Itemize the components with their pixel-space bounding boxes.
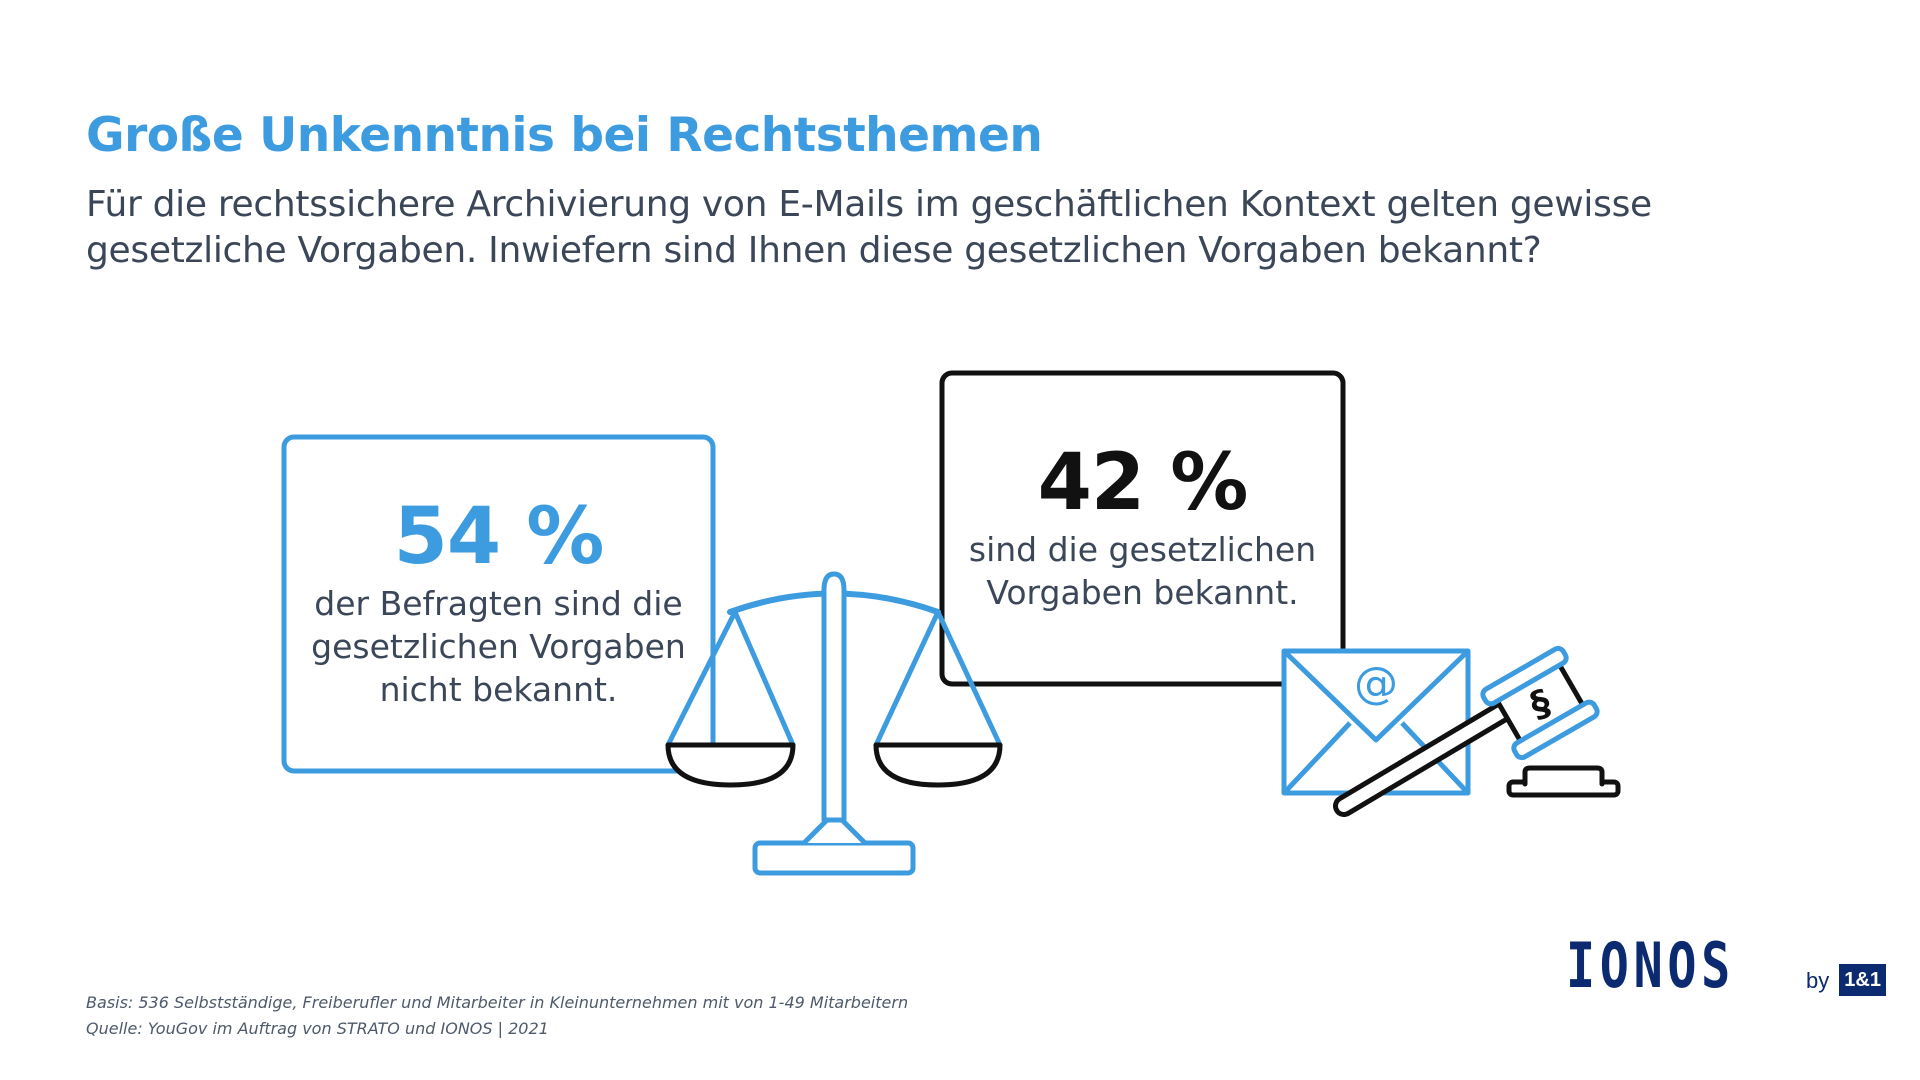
stat-left: 54 % der Befragten sind die gesetzlichen… bbox=[284, 492, 713, 711]
stat-left-percent: 54 % bbox=[393, 492, 605, 582]
footer-basis: Basis: 536 Selbstständige, Freiberufler … bbox=[86, 993, 909, 1012]
stat-left-line-1: der Befragten sind die bbox=[314, 584, 683, 623]
envelope-at-icon bbox=[1281, 648, 1471, 796]
footer-source: Quelle: YouGov im Auftrag von STRATO und… bbox=[86, 1019, 549, 1038]
logo-by: by bbox=[1806, 968, 1830, 993]
stat-left-line-2: gesetzlichen Vorgaben bbox=[311, 627, 686, 666]
stat-right-line-1: sind die gesetzlichen bbox=[968, 530, 1317, 569]
stat-right-percent: 42 % bbox=[1037, 438, 1249, 528]
at-symbol: @ bbox=[1354, 658, 1398, 709]
brand-logo: IONOS by 1&1 bbox=[1566, 929, 1886, 1002]
stat-right-line-2: Vorgaben bekannt. bbox=[986, 573, 1299, 612]
logo-ionos: IONOS bbox=[1566, 929, 1735, 1002]
stat-box-right bbox=[939, 370, 1346, 687]
page-subtitle: Für die rechtssichere Archivierung von E… bbox=[86, 184, 1652, 271]
gavel-paragraph-icon bbox=[1333, 645, 1621, 817]
stat-right: 42 % sind die gesetzlichen Vorgaben beka… bbox=[942, 438, 1343, 614]
page-title: Große Unkenntnis bei Rechtsthemen bbox=[86, 108, 1043, 163]
scales-of-justice-icon bbox=[665, 571, 1003, 876]
stat-left-line-3: nicht bekannt. bbox=[379, 670, 618, 709]
logo-1und1: 1&1 bbox=[1839, 964, 1886, 996]
footer-notes: Basis: 536 Selbstständige, Freiberufler … bbox=[86, 990, 908, 1042]
stat-box-left bbox=[281, 434, 716, 774]
